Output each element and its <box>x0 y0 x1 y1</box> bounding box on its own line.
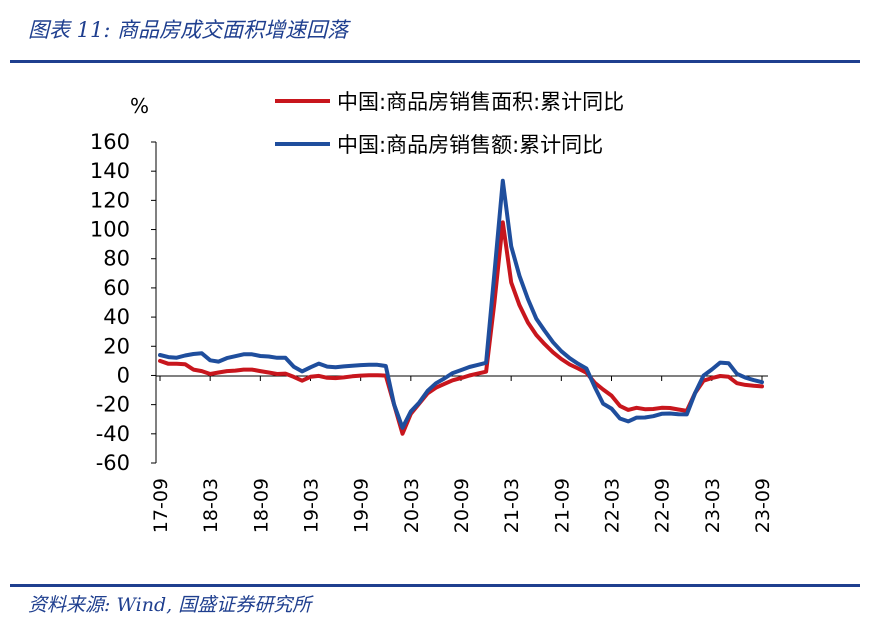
figure-title: 图表 11: 商品房成交面积增速回落 <box>28 18 349 42</box>
x-tick-label: 19-03 <box>301 478 323 533</box>
y-tick-label: -20 <box>96 393 130 417</box>
source-note: 资料来源: Wind, 国盛证券研究所 <box>28 594 312 616</box>
x-tick-label: 23-09 <box>752 478 774 533</box>
y-tick-label: -40 <box>96 422 130 446</box>
y-tick-label: 100 <box>90 218 130 242</box>
x-tick-label: 17-09 <box>150 478 172 533</box>
series-line-2 <box>158 178 764 430</box>
x-tick-label: 22-09 <box>652 478 674 533</box>
x-axis: 17-09 18-03 18-09 19-03 19-09 20-03 20-09 21-03… <box>150 375 774 533</box>
y-tick-label: 40 <box>103 305 130 329</box>
y-tick-label: -60 <box>96 451 130 475</box>
y-tick-label: 120 <box>90 188 130 212</box>
x-tick-label: 20-03 <box>401 478 423 533</box>
y-tick-label: 0 <box>117 363 130 387</box>
x-tick-label: 22-03 <box>602 478 624 533</box>
x-tick-label: 20-09 <box>451 478 473 533</box>
x-tick-label: 19-09 <box>351 478 373 533</box>
legend-label-1: 中国:商品房销售面积:累计同比 <box>337 90 624 114</box>
x-tick-label: 21-03 <box>501 478 523 533</box>
x-tick-label: 23-03 <box>702 478 724 533</box>
y-tick-label: 20 <box>103 334 130 358</box>
legend-label-2: 中国:商品房销售额:累计同比 <box>337 133 603 157</box>
y-tick-label: 60 <box>103 276 130 300</box>
y-tick-label: 140 <box>90 159 130 183</box>
y-tick-label: 160 <box>90 130 130 154</box>
series-layer <box>158 178 764 436</box>
x-tick-label: 21-09 <box>551 478 573 533</box>
top-divider <box>10 60 860 63</box>
y-unit-label: % <box>130 94 149 118</box>
bottom-divider <box>10 584 860 587</box>
y-tick-label: 80 <box>103 247 130 271</box>
x-tick-label: 18-03 <box>200 478 222 533</box>
series-line-1 <box>158 220 764 436</box>
y-axis: -60 -40 -20 0 20 40 60 80 100 120 140 160 <box>90 130 157 475</box>
x-tick-label: 18-09 <box>250 478 272 533</box>
